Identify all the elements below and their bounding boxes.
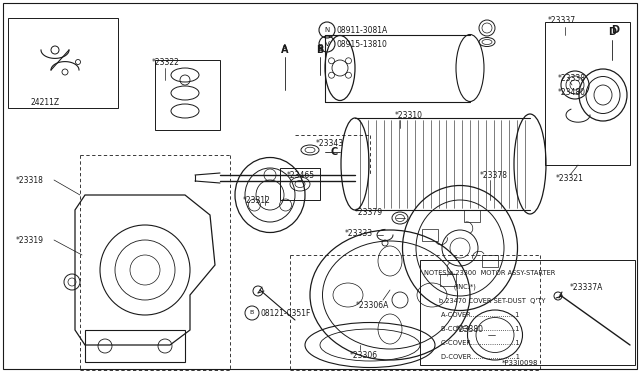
Text: *23465: *23465	[287, 170, 315, 180]
Text: *23333: *23333	[345, 228, 373, 237]
Text: N: N	[324, 27, 330, 33]
Text: D: D	[611, 25, 619, 35]
Text: 08915-13810: 08915-13810	[337, 39, 388, 48]
Text: *P33I0098: *P33I0098	[502, 360, 538, 366]
Text: C-COVER.....................1: C-COVER.....................1	[424, 340, 520, 346]
Text: b.23470 COVER SET-DUST  Q'TY: b.23470 COVER SET-DUST Q'TY	[424, 298, 545, 304]
Text: D: D	[608, 27, 616, 37]
Text: 08121-0351F: 08121-0351F	[261, 308, 312, 317]
Text: A: A	[281, 45, 289, 55]
Text: *23306: *23306	[350, 350, 378, 359]
Text: *23337: *23337	[548, 16, 576, 25]
Text: *23312: *23312	[243, 196, 271, 205]
Text: *23310: *23310	[395, 110, 423, 119]
Text: *23379: *23379	[355, 208, 383, 217]
Text: *23337A: *23337A	[570, 283, 604, 292]
Text: *23319: *23319	[16, 235, 44, 244]
Text: *23378: *23378	[480, 170, 508, 180]
Text: (INC.*): (INC.*)	[424, 284, 476, 291]
Text: *23343: *23343	[316, 138, 344, 148]
Text: A-COVER.....................1: A-COVER.....................1	[424, 312, 519, 318]
Text: NOTES)a.23300  MOTOR ASSY-STARTER: NOTES)a.23300 MOTOR ASSY-STARTER	[424, 270, 556, 276]
Text: *23380: *23380	[456, 326, 484, 334]
Text: B: B	[317, 44, 323, 52]
Text: *23480: *23480	[558, 87, 586, 96]
Text: *23318: *23318	[16, 176, 44, 185]
Text: B: B	[250, 311, 254, 315]
Text: V: V	[324, 41, 330, 47]
Text: A: A	[282, 44, 288, 52]
Text: 24211Z: 24211Z	[30, 97, 59, 106]
Text: *23321: *23321	[556, 173, 584, 183]
Text: D-COVER.....................1: D-COVER.....................1	[424, 354, 520, 360]
Text: *23306A: *23306A	[356, 301, 389, 310]
Text: B-COVER.....................1: B-COVER.....................1	[424, 326, 520, 332]
Text: 08911-3081A: 08911-3081A	[337, 26, 388, 35]
Text: *23322: *23322	[152, 58, 180, 67]
Text: B: B	[316, 45, 324, 55]
Text: C: C	[330, 147, 338, 157]
Text: *23338: *23338	[558, 74, 586, 83]
